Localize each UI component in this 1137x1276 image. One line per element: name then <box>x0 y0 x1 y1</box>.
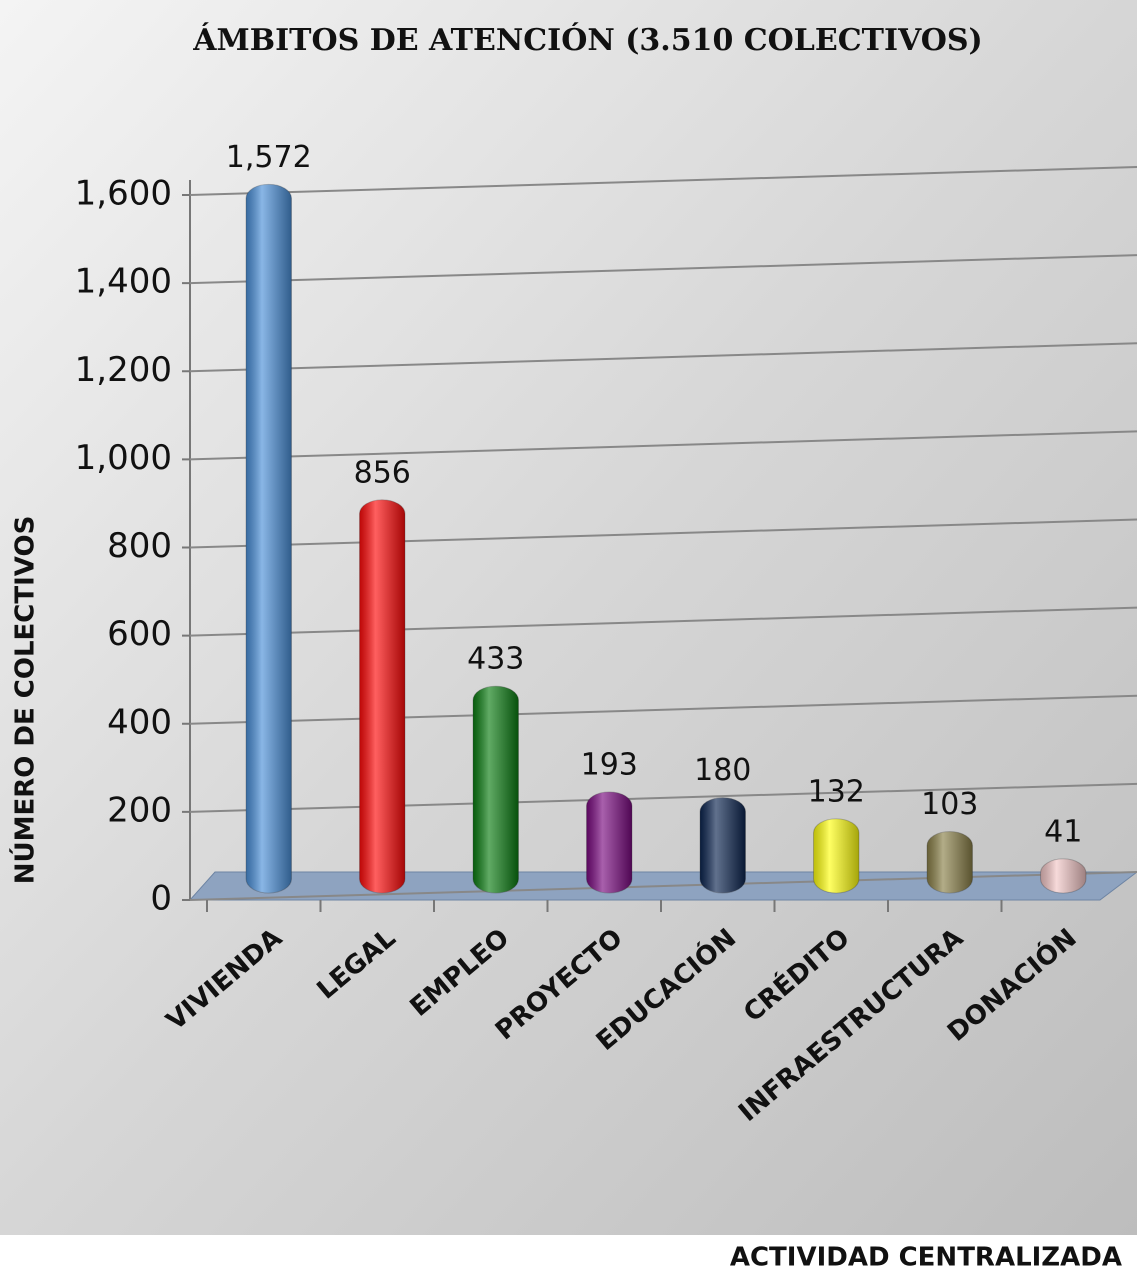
grid-line <box>189 166 1137 196</box>
grid-line <box>189 694 1137 725</box>
value-label: 856 <box>354 455 411 490</box>
bar-shine <box>700 797 746 893</box>
y-tick-label: 400 <box>107 702 172 742</box>
grid-line <box>189 871 1137 901</box>
y-tick-label: 1,600 <box>75 174 172 214</box>
grid-line <box>189 606 1137 637</box>
y-tick-label: 200 <box>107 790 172 830</box>
y-tick-label: 0 <box>150 879 172 919</box>
y-tick-label: 1,200 <box>75 350 172 390</box>
x-axis-label: ACTIVIDAD CENTRALIZADA <box>730 1243 1122 1273</box>
chart-title: ÁMBITOS DE ATENCIÓN (3.510 COLECTIVOS) <box>192 22 982 58</box>
bar-shine <box>1040 858 1086 893</box>
grid-line <box>189 254 1137 285</box>
value-label: 132 <box>808 774 865 809</box>
bar-shine <box>586 791 632 893</box>
bar-shine <box>927 831 973 893</box>
y-tick-label: 800 <box>107 526 172 566</box>
y-tick-label: 600 <box>107 614 172 654</box>
value-label: 433 <box>467 642 524 677</box>
value-label: 41 <box>1044 814 1082 849</box>
value-label: 103 <box>921 787 978 822</box>
value-label: 1,572 <box>226 140 312 175</box>
footer-band <box>0 1235 1137 1276</box>
bar-shine <box>246 184 292 893</box>
grid-line <box>189 430 1137 461</box>
grid-line <box>189 782 1137 813</box>
y-axis-label: NÚMERO DE COLECTIVOS <box>9 516 41 885</box>
value-label: 180 <box>694 753 751 788</box>
value-label: 193 <box>581 747 638 782</box>
grid-line <box>189 342 1137 373</box>
y-tick-label: 1,400 <box>75 262 172 302</box>
bar-shine <box>473 686 519 893</box>
bar-shine <box>813 818 859 893</box>
bar-shine <box>359 499 405 893</box>
y-tick-label: 1,000 <box>75 438 172 478</box>
grid-line <box>189 518 1137 549</box>
